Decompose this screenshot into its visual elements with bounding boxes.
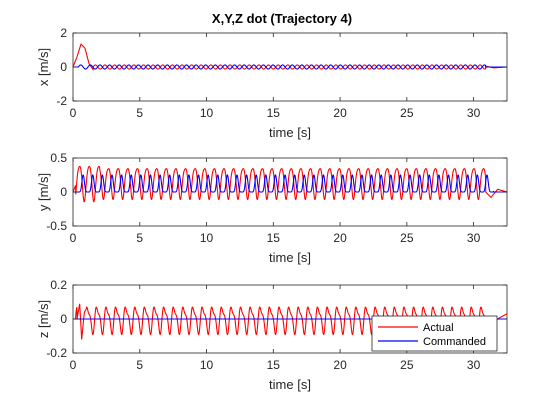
x-tick-label: 0: [70, 106, 77, 120]
legend-box: [371, 315, 498, 352]
x-tick-label: 15: [267, 358, 281, 372]
x-tick-label: 25: [400, 231, 414, 245]
x-tick-label: 15: [267, 106, 281, 120]
series-actual: [73, 165, 507, 203]
y-tick-label: 0.2: [50, 278, 67, 292]
series-group: [73, 165, 507, 203]
x-tick-label: 10: [200, 358, 214, 372]
x-tick-label: 0: [70, 231, 77, 245]
x-tick-label: 5: [136, 358, 143, 372]
y-tick-label: 0.5: [50, 151, 67, 165]
y-axis-label: x [m/s]: [36, 48, 51, 86]
x-tick-label: 15: [267, 231, 281, 245]
y-tick-label: -0.5: [46, 219, 67, 233]
x-tick-label: 30: [467, 106, 481, 120]
x-tick-label: 30: [467, 231, 481, 245]
x-axis-label: time [s]: [269, 250, 311, 265]
x-tick-label: 20: [333, 231, 347, 245]
series-commanded: [73, 64, 507, 70]
x-tick-label: 30: [467, 358, 481, 372]
y-axis-label: y [m/s]: [36, 173, 51, 211]
legend-label-actual: Actual: [423, 322, 454, 334]
legend-label-commanded: Commanded: [423, 336, 486, 348]
series-actual: [73, 303, 507, 340]
y-tick-label: 0: [60, 312, 67, 326]
y-axis-label: z [m/s]: [36, 300, 51, 338]
y-tick-label: 2: [60, 26, 67, 40]
x-tick-label: 10: [200, 106, 214, 120]
x-tick-label: 20: [333, 106, 347, 120]
figure-title: X,Y,Z dot (Trajectory 4): [212, 11, 352, 26]
x-tick-label: 25: [400, 358, 414, 372]
y-tick-label: 0: [60, 185, 67, 199]
x-axis-label: time [s]: [269, 125, 311, 140]
x-tick-label: 5: [136, 231, 143, 245]
y-tick-label: 0: [60, 60, 67, 74]
x-tick-label: 0: [70, 358, 77, 372]
x-tick-label: 20: [333, 358, 347, 372]
y-tick-label: -2: [56, 94, 67, 108]
x-tick-label: 25: [400, 106, 414, 120]
x-tick-label: 5: [136, 106, 143, 120]
x-axis-label: time [s]: [269, 377, 311, 392]
y-tick-label: -0.2: [46, 346, 67, 360]
x-tick-label: 10: [200, 231, 214, 245]
series-commanded: [73, 174, 507, 193]
series-group: [73, 43, 507, 72]
legend: Actual Commanded: [371, 315, 498, 352]
